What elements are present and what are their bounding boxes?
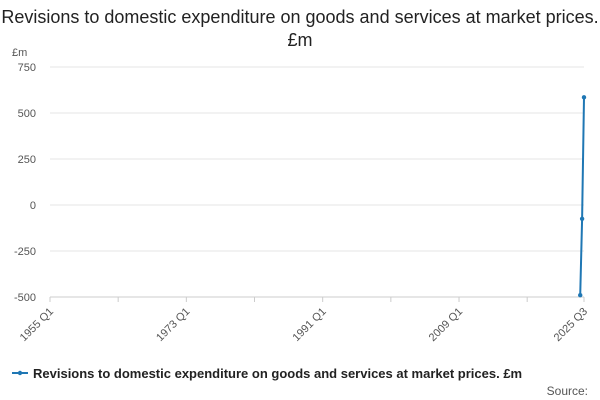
legend-marker	[17, 370, 23, 376]
y-tick-label: -500	[14, 292, 36, 304]
x-axis: 1955 Q1 1973 Q1 1991 Q1 2009 Q1 2025 Q3	[18, 296, 590, 344]
x-tick-label: 1991 Q1	[290, 306, 328, 344]
x-tick-label: 1955 Q1	[18, 306, 56, 344]
y-axis: 750 500 250 0 -250 -500 £m	[12, 47, 36, 304]
gridlines	[50, 66, 584, 252]
legend-label[interactable]: Revisions to domestic expenditure on goo…	[33, 366, 522, 381]
y-tick-label: 0	[30, 200, 36, 212]
y-tick-label: 500	[18, 108, 36, 120]
y-tick-label: 250	[18, 154, 36, 166]
x-tick-label: 2025 Q3	[552, 306, 590, 344]
data-point[interactable]	[578, 292, 583, 298]
source-label: Source:	[547, 384, 588, 398]
data-point[interactable]	[581, 95, 587, 100]
y-axis-unit: £m	[12, 47, 27, 59]
x-tick-label: 2009 Q1	[427, 306, 465, 344]
data-point[interactable]	[579, 216, 585, 221]
series-line	[579, 97, 585, 296]
y-tick-label: 750	[18, 62, 36, 74]
chart-title: Revisions to domestic expenditure on goo…	[1, 7, 599, 50]
series-layer	[578, 95, 587, 298]
legend[interactable]: Revisions to domestic expenditure on goo…	[12, 366, 522, 381]
y-tick-label: -250	[14, 246, 36, 258]
x-tick-label: 1973 Q1	[154, 306, 192, 344]
